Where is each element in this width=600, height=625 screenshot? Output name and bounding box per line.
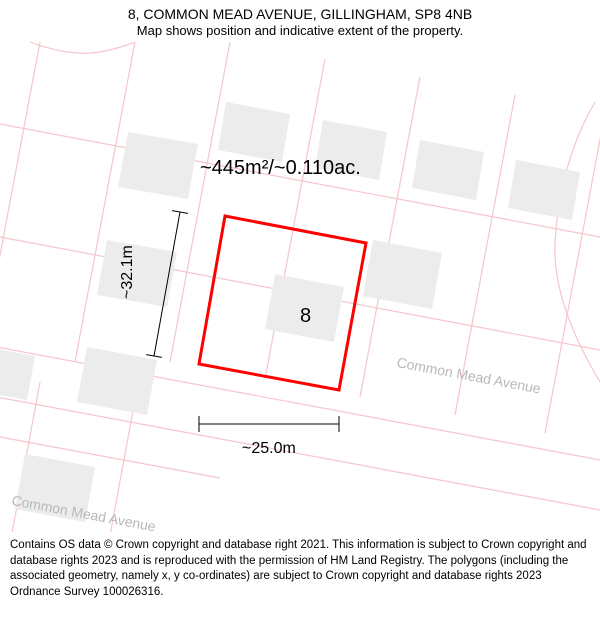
copyright-footer: Contains OS data © Crown copyright and d…	[0, 532, 600, 606]
horizontal-dimension-label: ~25.0m	[242, 440, 296, 458]
map-subtitle: Map shows position and indicative extent…	[10, 23, 590, 38]
vertical-dimension-label: ~32.1m	[119, 245, 137, 299]
address-title: 8, COMMON MEAD AVENUE, GILLINGHAM, SP8 4…	[10, 6, 590, 22]
plot-number: 8	[300, 305, 311, 328]
area-label: ~445m²/~0.110ac.	[200, 157, 361, 180]
property-map-svg	[0, 42, 600, 532]
header: 8, COMMON MEAD AVENUE, GILLINGHAM, SP8 4…	[0, 0, 600, 42]
map-container: ~445m²/~0.110ac. 8 ~32.1m ~25.0m Common …	[0, 42, 600, 532]
